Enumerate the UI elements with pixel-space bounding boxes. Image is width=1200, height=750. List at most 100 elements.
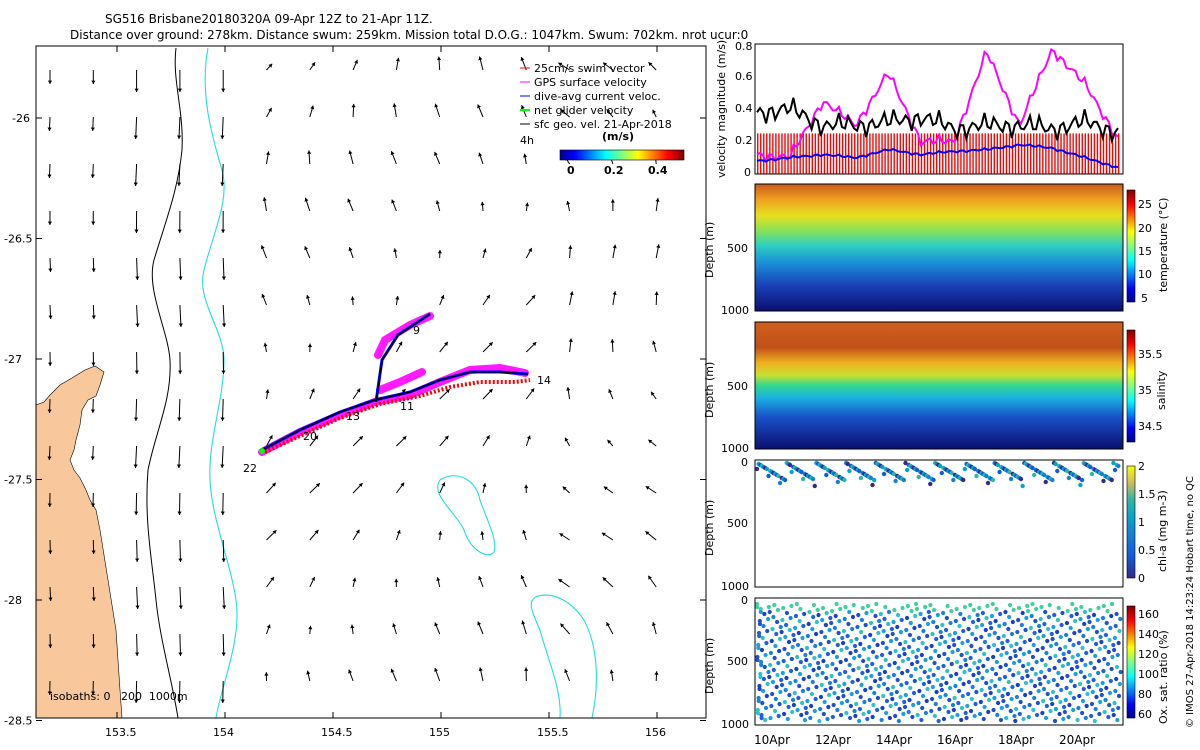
current-vector (478, 667, 484, 682)
map-frame (35, 45, 707, 719)
current-vector (390, 668, 397, 682)
map-y-tick: -27 (4, 353, 22, 366)
day-label: 9 (413, 324, 420, 337)
current-vector (309, 482, 321, 494)
current-vector (47, 680, 52, 696)
current-vector (91, 70, 96, 84)
current-vector (91, 680, 96, 696)
current-vector (566, 200, 571, 212)
legend-item: sfc geo. vel. 21-Apr-2018 (534, 118, 672, 131)
current-vector (135, 633, 140, 657)
current-vector (647, 575, 657, 588)
current-vector (520, 574, 527, 588)
map-x-tick: 156 (645, 726, 666, 739)
current-vector (220, 163, 225, 186)
current-vector (390, 150, 397, 165)
current-vector (177, 210, 182, 234)
current-vector (394, 578, 399, 588)
current-vector (177, 398, 182, 422)
current-vector (133, 116, 138, 140)
current-vector (177, 492, 182, 516)
current-vector (480, 201, 485, 212)
current-vector (91, 257, 96, 273)
current-vector (606, 109, 614, 118)
isobath-label: isobaths: 0 200 1000m (50, 690, 188, 703)
current-vector (220, 680, 225, 704)
current-vector (133, 445, 138, 468)
current-vector (134, 210, 139, 234)
current-vector (135, 257, 140, 281)
current-vector (436, 577, 441, 588)
current-vector (91, 210, 96, 226)
current-vector (178, 351, 183, 375)
current-vector (47, 445, 52, 461)
current-vector (395, 529, 401, 541)
current-vector (305, 294, 311, 306)
current-vector (606, 622, 614, 635)
legend-item: dive-avg current veloc. (534, 90, 661, 103)
map-x-tick: 155.5 (537, 726, 569, 739)
current-vector (221, 539, 226, 563)
day-label: 20 (303, 430, 317, 443)
current-vector (135, 586, 140, 609)
current-vector (654, 671, 659, 682)
current-vector (177, 70, 182, 92)
current-vector (652, 109, 657, 118)
current-vector (436, 56, 442, 71)
legend-item: net glider velocity (534, 104, 634, 117)
current-vector (222, 304, 227, 327)
current-vector (392, 623, 397, 635)
current-vector (351, 103, 356, 118)
current-vector (569, 291, 574, 306)
map-x-tick: 154.5 (321, 726, 353, 739)
day-label: 13 (346, 410, 360, 423)
map-x-tick: 153.5 (105, 726, 137, 739)
current-vector (482, 435, 490, 447)
current-vector (91, 633, 96, 649)
current-vector (645, 485, 657, 494)
map-y-tick: -27.5 (4, 474, 32, 487)
current-vector (612, 291, 617, 306)
current-vector (309, 62, 316, 71)
current-vector (560, 623, 570, 635)
current-vector (306, 670, 311, 682)
map-x-tick: 155 (429, 726, 450, 739)
track-swim-vectors (264, 378, 531, 454)
current-vector (482, 248, 487, 259)
current-vector (601, 532, 614, 541)
current-vector (221, 70, 226, 92)
current-vector (648, 61, 657, 71)
current-vector (265, 389, 270, 400)
current-vector (347, 198, 354, 212)
isobath-blob-1 (437, 475, 496, 556)
current-vector (133, 163, 138, 186)
current-vector (655, 244, 661, 259)
legend-item: GPS surface velocity (534, 76, 647, 89)
current-vector (304, 197, 311, 212)
current-vector (47, 116, 52, 132)
current-vector (176, 445, 182, 468)
current-vector (602, 62, 614, 71)
current-vector (221, 210, 226, 234)
current-vector (178, 304, 183, 327)
current-vector (651, 622, 657, 635)
current-vector (176, 163, 182, 186)
current-vector (608, 388, 614, 400)
current-vector (309, 576, 316, 588)
current-vector (654, 291, 659, 306)
current-vector (558, 62, 570, 71)
current-vector (482, 341, 494, 353)
current-vector (134, 351, 139, 375)
current-vector (48, 304, 53, 320)
current-vector (220, 445, 225, 468)
plot-stats: Distance over ground: 278km. Distance sw… (70, 28, 749, 42)
current-vector (91, 492, 96, 508)
current-vector (482, 294, 491, 306)
map-y-tick: -28 (4, 594, 22, 607)
current-vector (558, 578, 570, 588)
current-vector (348, 669, 354, 682)
current-vector (48, 586, 53, 602)
current-vector (178, 633, 183, 657)
current-vector (392, 103, 397, 118)
current-vector (439, 482, 446, 494)
